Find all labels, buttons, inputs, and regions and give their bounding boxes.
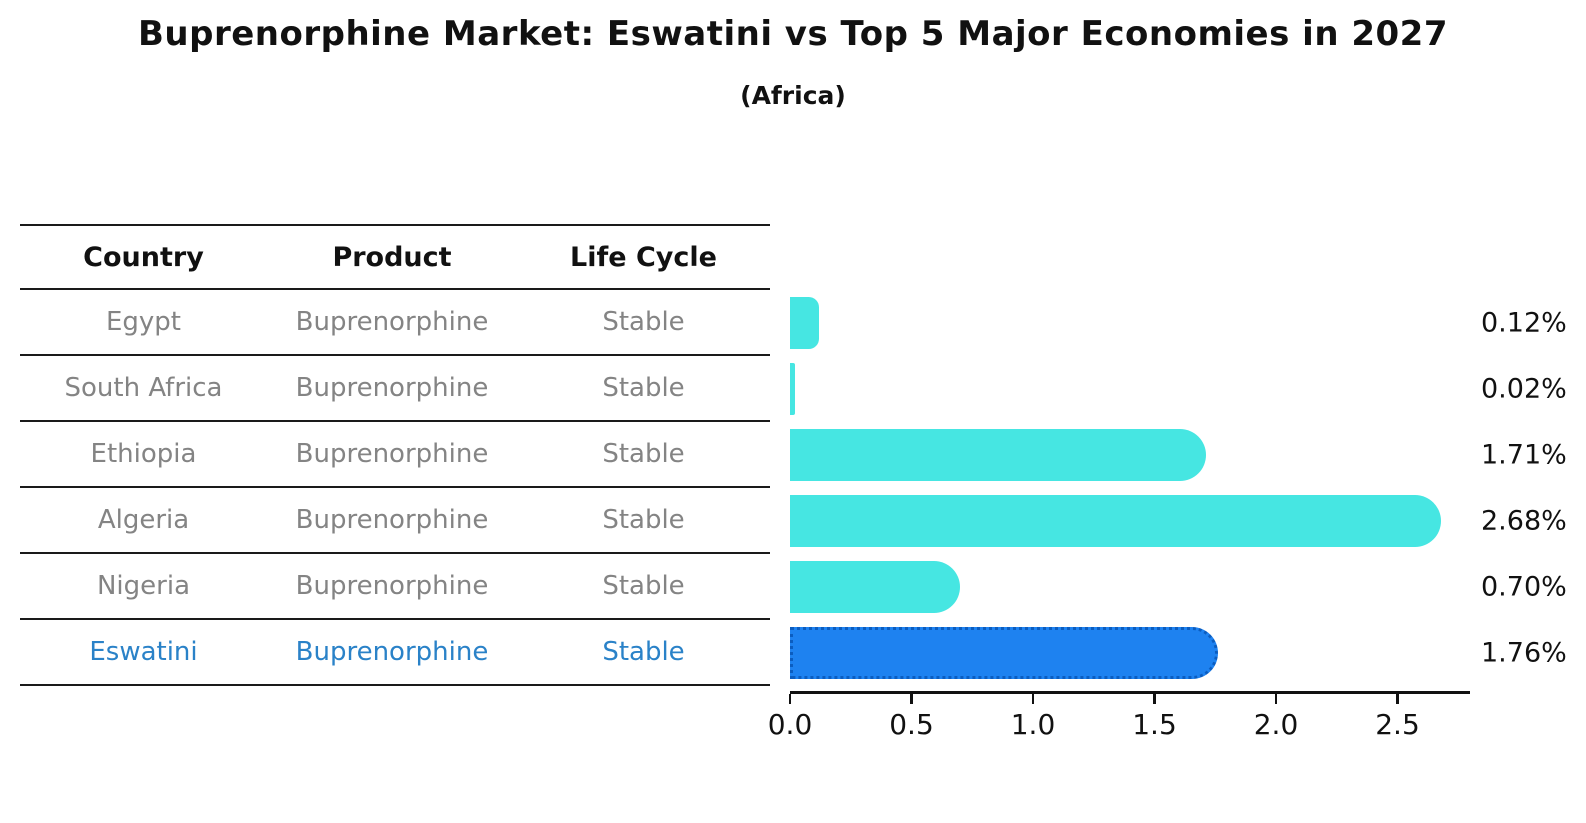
table-cell-life-cycle: Stable: [602, 637, 685, 667]
table-cell-country: Algeria: [97, 505, 190, 535]
x-axis-tick: [1031, 694, 1035, 704]
bar-value-label-south-africa: 0.02%: [1481, 373, 1567, 405]
x-axis-tick: [910, 694, 913, 704]
table-cell-country: Nigeria: [96, 571, 191, 601]
bar-algeria: [790, 495, 1442, 547]
table-row-eswatini: Eswatini Buprenorphine Stable: [20, 620, 770, 686]
bar-eswatini: [790, 627, 1218, 679]
x-axis-tick: [1153, 694, 1156, 704]
table-cell-country: South Africa: [64, 373, 223, 403]
table-cell-country: Ethiopia: [90, 439, 197, 469]
table-cell-country: Eswatini: [89, 637, 198, 667]
table-cell-life-cycle: Stable: [602, 505, 685, 535]
table-header-row: Country Product Life Cycle: [20, 224, 770, 290]
table-row-algeria: Algeria Buprenorphine Stable: [20, 488, 770, 554]
table-cell-product: Buprenorphine: [295, 307, 489, 337]
table-cell-life-cycle: Stable: [602, 373, 685, 403]
bar-egypt: [790, 297, 820, 349]
x-axis-tick: [788, 694, 792, 704]
bar-value-label-eswatini: 1.76%: [1481, 637, 1567, 669]
chart-subtitle: (Africa): [740, 81, 846, 110]
bar-value-label-ethiopia: 1.71%: [1481, 439, 1567, 471]
x-axis-tick-label: 1.5: [1132, 708, 1177, 741]
bar-south-africa: [790, 363, 795, 415]
x-axis-tick-label: 0.5: [889, 708, 934, 741]
table-row-ethiopia: Ethiopia Buprenorphine Stable: [20, 422, 770, 488]
table-row-south-africa: South Africa Buprenorphine Stable: [20, 356, 770, 422]
table-body: Egypt Buprenorphine Stable South Africa Bupr…: [20, 290, 770, 686]
x-axis-line: [790, 691, 1470, 694]
table-cell-product: Buprenorphine: [295, 439, 489, 469]
x-axis-tick-label: 1.0: [1010, 708, 1056, 741]
table-cell-product: Buprenorphine: [295, 373, 489, 403]
bar-nigeria: [790, 561, 961, 613]
x-axis-tick-label: 0.0: [767, 708, 813, 741]
x-axis-tick-label: 2.5: [1375, 708, 1420, 741]
country-table: Country Product Life Cycle Egypt Buprenor…: [20, 224, 770, 686]
table-row-egypt: Egypt Buprenorphine Stable: [20, 290, 770, 356]
bar-value-label-nigeria: 0.70%: [1481, 571, 1567, 603]
table-row-nigeria: Nigeria Buprenorphine Stable: [20, 554, 770, 620]
table-cell-life-cycle: Stable: [602, 307, 685, 337]
table-cell-product: Buprenorphine: [295, 571, 489, 601]
table-cell-life-cycle: Stable: [602, 571, 685, 601]
bar-value-label-egypt: 0.12%: [1481, 307, 1567, 339]
table-cell-product: Buprenorphine: [295, 637, 489, 667]
table-cell-country: Egypt: [105, 307, 182, 337]
x-axis-tick-label: 2.0: [1253, 708, 1299, 741]
bar-ethiopia: [790, 429, 1206, 481]
x-axis-tick: [1396, 694, 1399, 704]
x-axis-tick: [1274, 694, 1278, 704]
table-header-product: Product: [332, 241, 452, 273]
bar-value-label-algeria: 2.68%: [1481, 505, 1567, 537]
chart-title: Buprenorphine Market: Eswatini vs Top 5 …: [137, 14, 1448, 54]
table-cell-life-cycle: Stable: [602, 439, 685, 469]
table-header-country: Country: [83, 241, 204, 273]
table-header-lifecycle: Life Cycle: [570, 241, 717, 273]
table-cell-product: Buprenorphine: [295, 505, 489, 535]
